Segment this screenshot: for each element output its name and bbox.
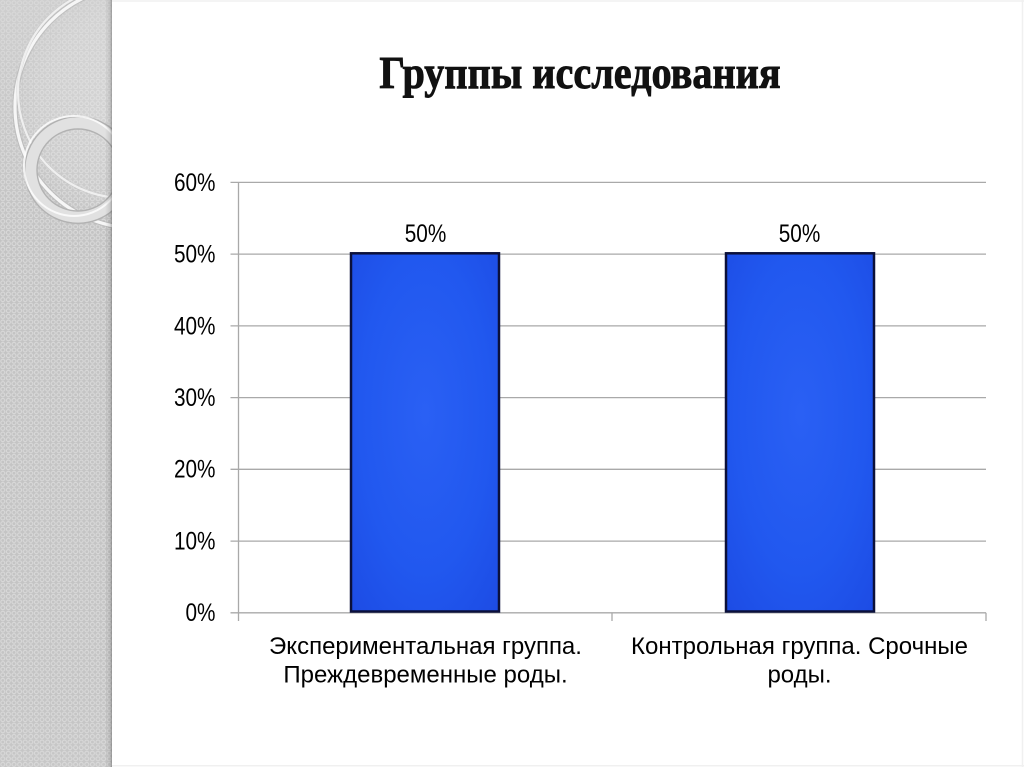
svg-text:20%: 20% — [174, 455, 216, 483]
svg-text:50%: 50% — [405, 219, 447, 247]
svg-text:40%: 40% — [174, 311, 216, 339]
svg-text:Группы исследования: Группы исследования — [379, 48, 780, 99]
svg-text:Преждевременные роды.: Преждевременные роды. — [283, 662, 567, 689]
svg-text:10%: 10% — [174, 527, 216, 555]
svg-text:50%: 50% — [174, 240, 216, 268]
svg-text:Контрольная группа. Срочные: Контрольная группа. Срочные — [631, 633, 968, 660]
svg-text:50%: 50% — [779, 219, 821, 247]
svg-text:роды.: роды. — [767, 662, 831, 689]
svg-text:Экспериментальная группа.: Экспериментальная группа. — [269, 633, 582, 660]
svg-text:60%: 60% — [174, 168, 216, 196]
svg-text:30%: 30% — [174, 383, 216, 411]
svg-text:0%: 0% — [186, 598, 216, 626]
